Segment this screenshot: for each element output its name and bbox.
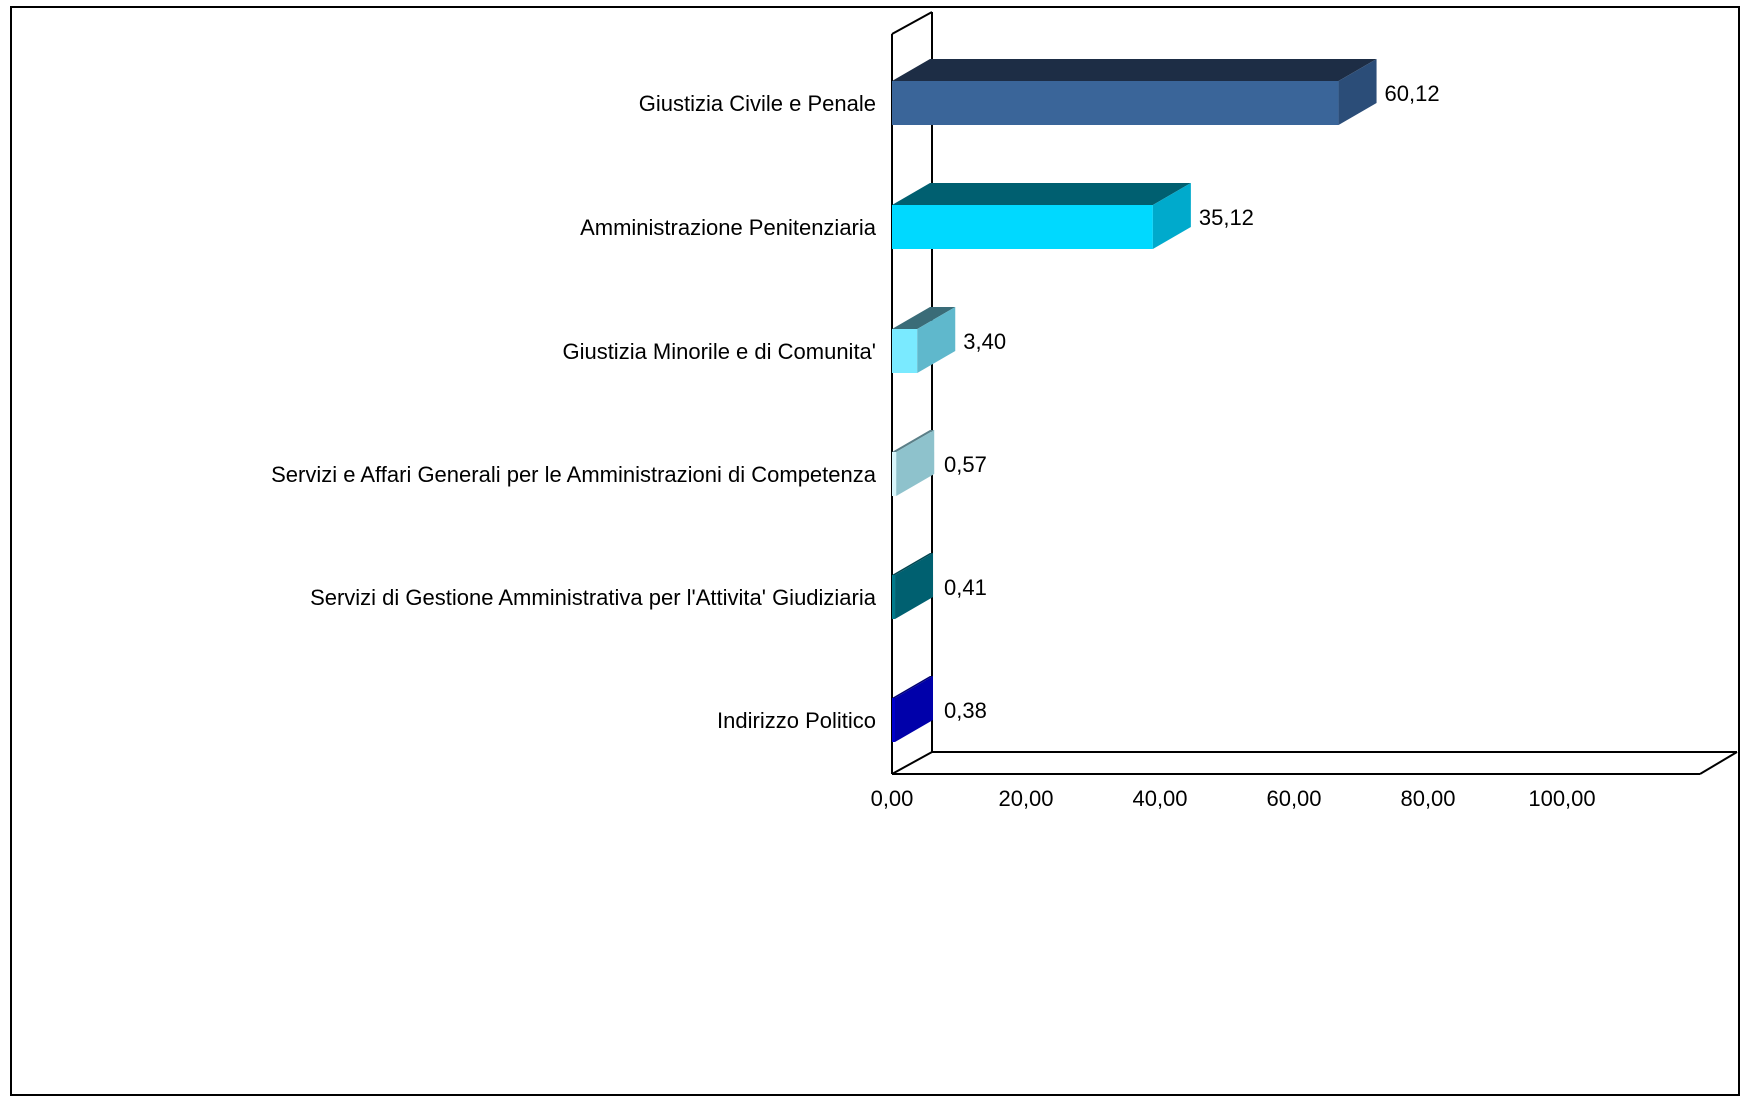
wall-top-edge: [891, 11, 933, 35]
bar-front: [892, 698, 895, 742]
bar-front: [892, 452, 897, 496]
bar-top: [892, 183, 1191, 205]
value-label: 0,41: [944, 575, 987, 600]
bar-side: [895, 676, 933, 742]
bar-top: [892, 59, 1377, 81]
bar-side: [1152, 183, 1191, 249]
bar-top: [892, 553, 934, 575]
x-tick-label: 20,00: [998, 786, 1053, 811]
bar-side: [896, 430, 935, 496]
bar-side: [1338, 59, 1377, 125]
category-label: Giustizia Civile e Penale: [639, 91, 876, 116]
x-tick-label: 40,00: [1132, 786, 1187, 811]
x-tick-label: 100,00: [1528, 786, 1595, 811]
category-label: Amministrazione Penitenziaria: [580, 215, 877, 240]
bars-layer: [892, 59, 1377, 742]
bar-top: [892, 430, 935, 452]
floor-right-edge: [1699, 751, 1738, 775]
labels-layer: 0,00 20,00 40,00 60,00 80,00 100,00 Giustizia …: [271, 81, 1596, 811]
bar-top: [892, 676, 933, 698]
value-label: 60,12: [1385, 81, 1440, 106]
chart-frame: [10, 6, 1740, 1096]
bar-side: [895, 553, 934, 619]
value-label: 0,57: [944, 452, 987, 477]
category-label: Indirizzo Politico: [717, 708, 876, 733]
bar-top: [892, 307, 956, 329]
bar-front: [892, 329, 918, 373]
x-tick-label: 80,00: [1400, 786, 1455, 811]
value-label: 0,38: [944, 698, 987, 723]
bar-side: [917, 307, 956, 373]
x-tick-label: 0,00: [871, 786, 914, 811]
axes-layer: [891, 11, 1738, 775]
bar-front: [892, 205, 1153, 249]
category-label: Servizi e Affari Generali per le Amminis…: [271, 462, 877, 487]
category-label: Servizi di Gestione Amministrativa per l…: [310, 585, 877, 610]
x-tick-label: 60,00: [1266, 786, 1321, 811]
bar-front: [892, 575, 896, 619]
floor-left-edge: [891, 751, 933, 775]
category-label: Giustizia Minorile e di Comunita': [562, 339, 876, 364]
value-label: 35,12: [1199, 205, 1254, 230]
bar-front: [892, 81, 1339, 125]
value-label: 3,40: [963, 329, 1006, 354]
